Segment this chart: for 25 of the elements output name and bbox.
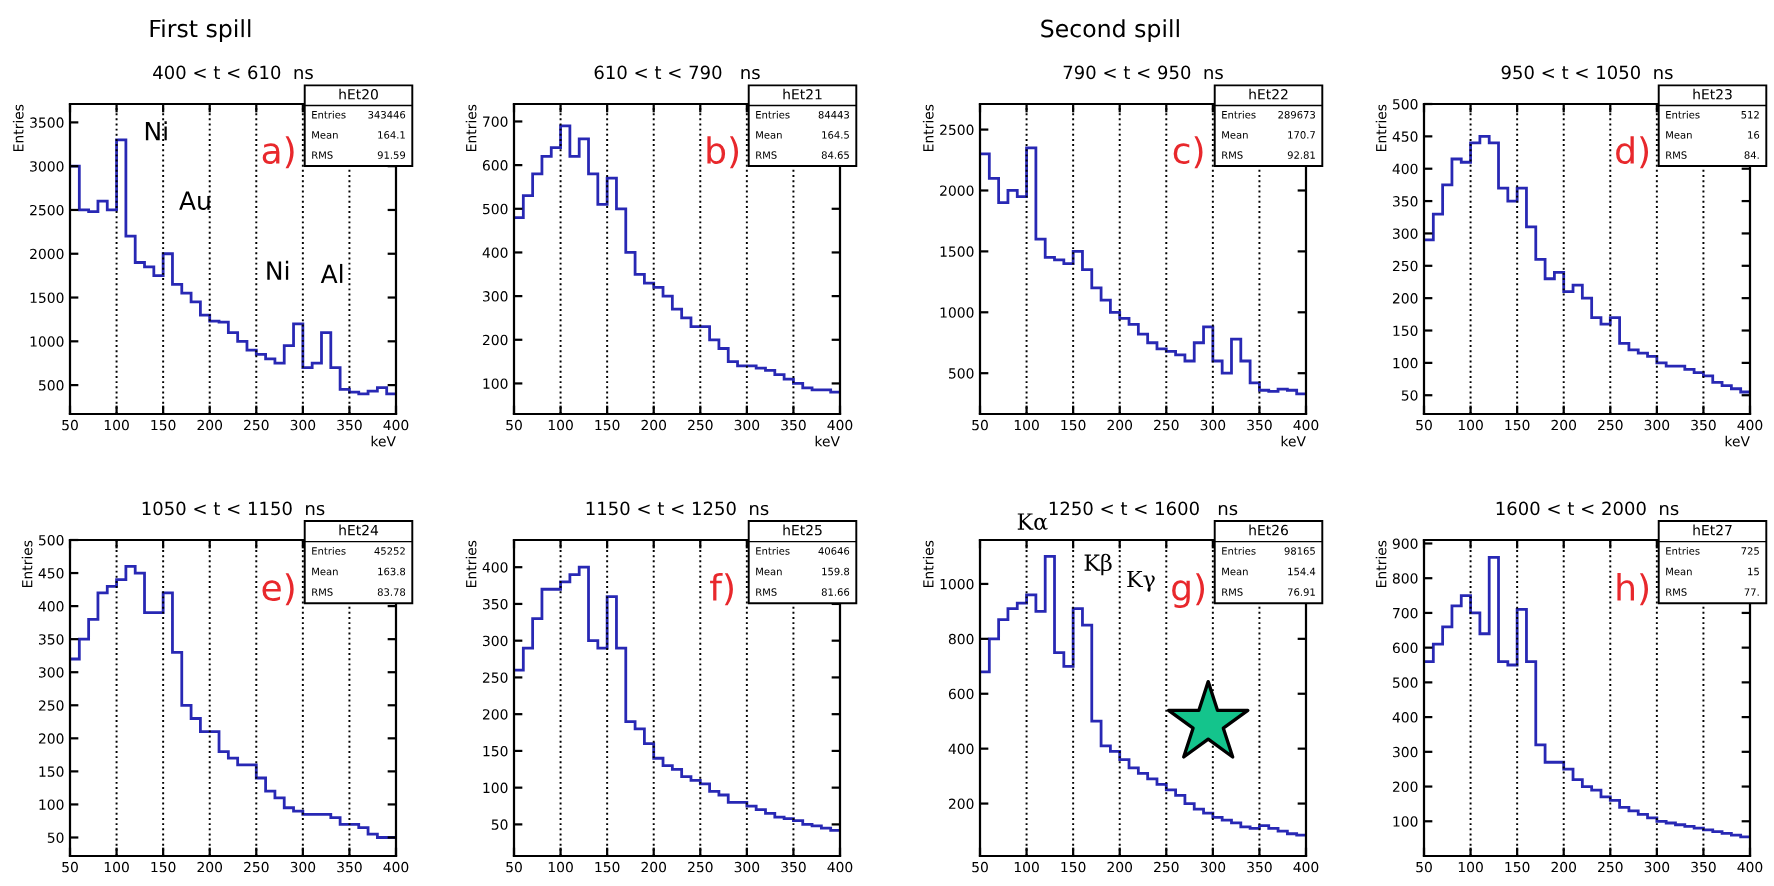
chart-title: 1050 < t < 1150 ns	[142, 501, 325, 516]
chart-title: 400 < t < 610 ns	[153, 65, 313, 80]
annotation: e)	[262, 573, 294, 606]
annotation: Ni	[145, 121, 167, 141]
annotation: a)	[262, 136, 294, 169]
chart-title: 790 < t < 950 ns	[1063, 65, 1223, 80]
annotation: Ni	[267, 260, 289, 280]
chart-subtitle: Second spill	[1041, 19, 1179, 42]
chart-title: 950 < t < 1050 ns	[1501, 65, 1673, 80]
annotation: f)	[710, 573, 733, 606]
annotation: Kβ	[1084, 553, 1112, 576]
annotation: Au	[179, 191, 210, 211]
annotation: Kα	[1017, 513, 1048, 530]
chart-title: 1600 < t < 2000 ns	[1496, 501, 1679, 516]
chart-title: 1150 < t < 1250 ns	[586, 501, 769, 516]
annotation: g)	[1172, 573, 1205, 609]
chart-title: 1250 < t < 1600 ns	[1049, 501, 1238, 516]
chart-subtitle: First spill	[150, 19, 251, 42]
annotation: c)	[1173, 136, 1203, 169]
annotation: b)	[707, 136, 739, 169]
annotation: Al	[320, 263, 343, 283]
annotation: d)	[1616, 136, 1649, 169]
annotation: h)	[1617, 573, 1649, 606]
annotation: Kγ	[1127, 570, 1155, 592]
chart-title: 610 < t < 790 ns	[594, 65, 760, 80]
